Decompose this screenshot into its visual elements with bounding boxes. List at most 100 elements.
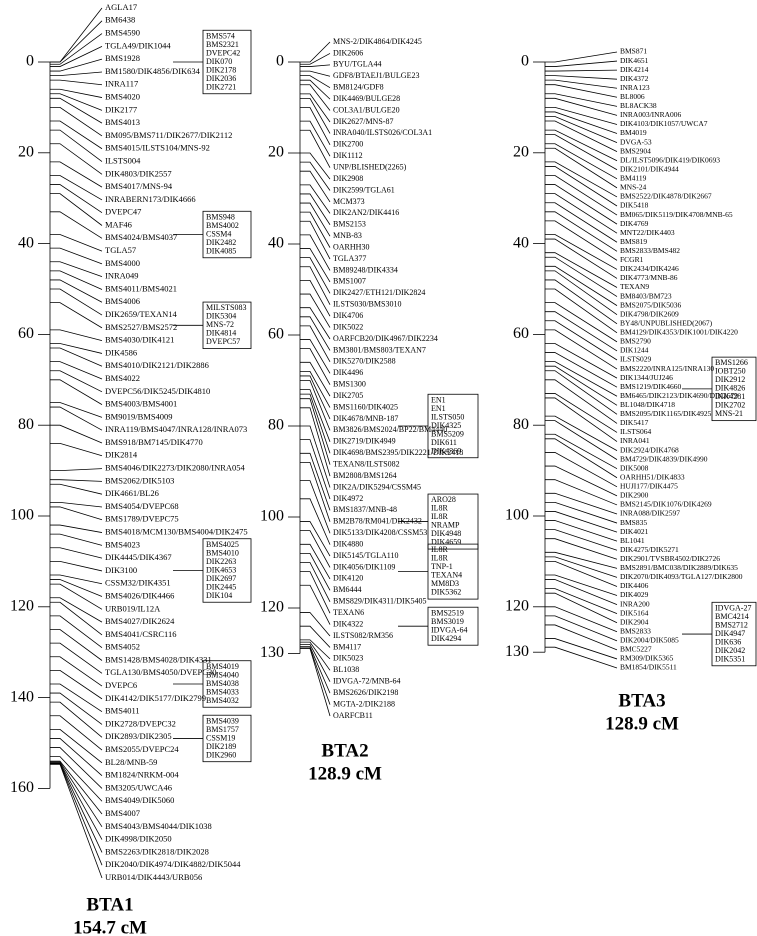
ruler-label: 120 xyxy=(260,599,284,616)
marker-label: MNS-2/DIK4864/DIK4245 xyxy=(333,37,422,46)
marker-label: INRA040/ILSTS026/COL3A1 xyxy=(333,128,432,137)
marker-label: DIK5145/TGLA110 xyxy=(333,551,398,560)
marker-line xyxy=(545,579,618,605)
marker-label: ILSTS064 xyxy=(620,427,652,436)
box-marker-label: BMS4025 xyxy=(206,540,239,549)
ruler-label: 40 xyxy=(18,234,34,251)
marker-line xyxy=(300,279,331,317)
marker-label: BMS4017/MNS-94 xyxy=(105,181,173,191)
marker-line xyxy=(300,646,331,694)
marker-line xyxy=(545,147,618,189)
box-marker-label: BMC4214 xyxy=(715,612,749,621)
marker-line xyxy=(300,425,331,488)
marker-line xyxy=(300,79,331,100)
marker-line xyxy=(545,238,618,279)
marker-label: BMS2833 xyxy=(620,626,651,635)
marker-box xyxy=(427,393,479,459)
marker-label: BMS2527/BMS2572 xyxy=(105,322,177,332)
marker-label: BM6465/DIK2123/DIK4690/DIK2679 xyxy=(620,391,738,400)
marker-line xyxy=(300,211,331,248)
marker-line xyxy=(545,75,618,80)
marker-line xyxy=(300,612,331,637)
marker-line xyxy=(545,393,618,433)
marker-line xyxy=(545,97,618,116)
marker-label: DIK5023 xyxy=(333,654,363,663)
marker-line xyxy=(50,143,103,175)
marker-line xyxy=(50,601,103,636)
marker-label: DIK4586 xyxy=(105,347,137,357)
marker-label: BM2B78/RM041/DIK2432 xyxy=(333,517,422,526)
marker-line xyxy=(545,234,618,270)
marker-label: DIK2728/DVEPC32 xyxy=(105,718,176,728)
marker-label: BM095/BMS711/DIK2677/DIK2112 xyxy=(105,130,232,140)
marker-label: BMS4006 xyxy=(105,296,140,306)
marker-label: BMS2904 xyxy=(620,146,651,155)
marker-line xyxy=(300,647,331,705)
marker-label: BMS4590 xyxy=(105,28,140,38)
marker-label: TGLA130/BMS4050/DVEPC30 xyxy=(105,667,216,677)
marker-line xyxy=(300,257,331,294)
marker-line xyxy=(50,728,103,764)
marker-line xyxy=(300,553,331,591)
marker-label: INRA049 xyxy=(105,271,139,281)
box-marker-label: BMS4040 xyxy=(206,670,239,679)
marker-line xyxy=(545,184,618,225)
map-name: BTA2 xyxy=(321,740,368,761)
marker-label: BM065/DIK5119/DIK4708/MNB-65 xyxy=(620,210,733,219)
marker-label: DIK2004/DIK5085 xyxy=(620,636,679,645)
marker-box xyxy=(202,538,252,603)
box-marker-label: ARO28 xyxy=(431,495,456,504)
marker-line xyxy=(545,252,618,288)
marker-line xyxy=(545,79,618,89)
marker-label: DIK2893/DIK2305 xyxy=(105,731,172,741)
box-marker-label: BMS3019 xyxy=(431,617,464,626)
marker-line xyxy=(300,439,331,500)
marker-label: MNT22/DIK4403 xyxy=(620,228,675,237)
marker-label: DIK4214 xyxy=(620,65,649,74)
marker-line xyxy=(545,84,618,98)
marker-line xyxy=(300,184,331,214)
marker-line xyxy=(50,669,103,700)
marker-line xyxy=(545,379,618,424)
marker-line xyxy=(300,248,331,283)
marker-label: DIK4972 xyxy=(333,494,363,503)
marker-label: BY48/UNPUBLISHED(2067) xyxy=(620,318,713,327)
box-marker-label: DIK2721 xyxy=(206,82,236,91)
box-marker-label: BMS1757 xyxy=(206,725,239,734)
marker-line xyxy=(300,120,331,157)
marker-label: DIK4773/MNB-86 xyxy=(620,273,678,282)
marker-label: TEXAN6 xyxy=(333,608,364,617)
marker-line xyxy=(300,571,331,614)
box-marker-label: DIK2912 xyxy=(715,375,745,384)
box-marker-label: DIK2445 xyxy=(206,582,236,591)
marker-line xyxy=(545,69,618,72)
marker-label: DVGA-53 xyxy=(620,137,652,146)
box-marker-label: TNP-1 xyxy=(431,562,453,571)
marker-line xyxy=(545,370,618,415)
ruler-label: 120 xyxy=(505,597,529,614)
marker-box xyxy=(711,356,757,422)
marker-label: AGLA17 xyxy=(105,2,137,12)
marker-line xyxy=(50,501,103,508)
marker-label: BL8ACK38 xyxy=(620,101,657,110)
marker-label: INRABERN173/DIK4666 xyxy=(105,194,196,204)
box-marker-label: DVEPC42 xyxy=(206,48,240,57)
marker-label: BMS1428/BMS4028/DIK4331 xyxy=(105,654,212,664)
marker-label: CSSM32/DIK4351 xyxy=(105,578,171,588)
marker-line xyxy=(300,325,331,363)
marker-label: BM1824/NRKM-004 xyxy=(105,770,179,780)
ruler-label: 20 xyxy=(18,143,34,160)
marker-label: TGLA57 xyxy=(105,245,136,255)
box-marker-label: BMS4002 xyxy=(206,221,239,230)
marker-line xyxy=(545,624,618,651)
marker-label: BMS4024/BMS4037 xyxy=(105,232,177,242)
marker-label: BMS4054/DVEPC68 xyxy=(105,501,179,511)
marker-label: MNB-83 xyxy=(333,231,362,240)
marker-line xyxy=(545,211,618,252)
marker-line xyxy=(545,556,618,578)
marker-label: BL1041 xyxy=(620,536,645,545)
marker-label: ILSTS030/BMS3010 xyxy=(333,300,401,309)
marker-line xyxy=(300,461,331,522)
box-marker-label: DIK2036 xyxy=(206,74,236,83)
box-marker-label: BMS4039 xyxy=(206,716,239,725)
